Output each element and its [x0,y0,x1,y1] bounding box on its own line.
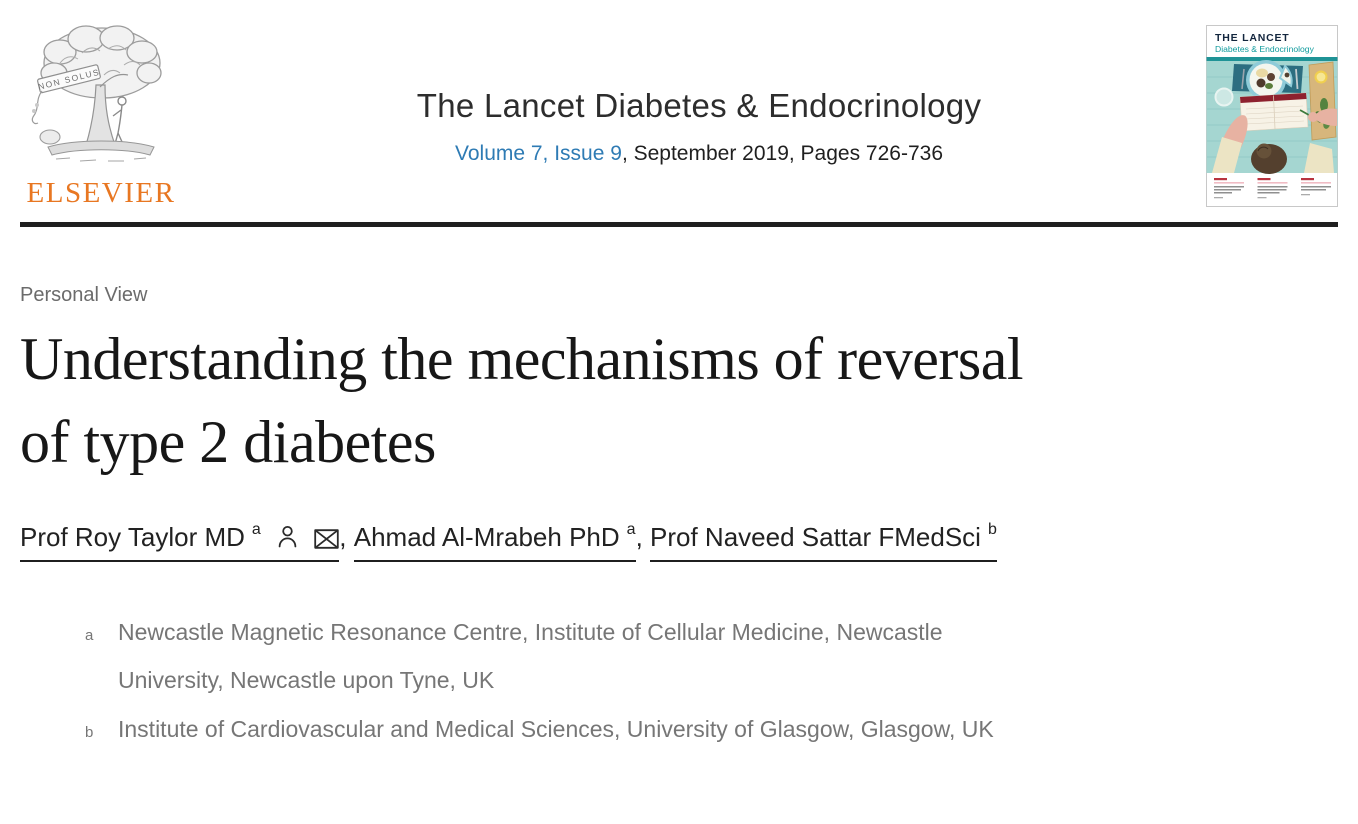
affiliation-sup: a [85,627,94,644]
author-list: Prof Roy Taylor MD a , Ahmad Al-Mrabeh Ph… [20,522,1338,562]
header-divider [20,222,1338,227]
author-affiliation-sup: a [626,521,636,539]
person-icon[interactable] [277,522,298,553]
article-header-page: NON SOLUS ELSEVIER The Lancet Diabetes &… [20,0,1338,753]
journal-issue-line: Volume 7, Issue 9, September 2019, Pages… [192,142,1206,166]
elsevier-logo: NON SOLUS ELSEVIER [20,15,192,216]
cover-masthead: THE LANCET [1215,32,1290,44]
affiliation-a: a Newcastle Magnetic Resonance Centre, I… [85,608,1338,704]
affiliation-text: Newcastle Magnetic Resonance Centre, Ins… [118,619,943,645]
author-ahmad-al-mrabeh[interactable]: Ahmad Al-Mrabeh PhD a [353,521,636,562]
journal-banner: NON SOLUS ELSEVIER The Lancet Diabetes &… [20,0,1338,212]
affiliation-sup: b [85,724,94,741]
author-roy-taylor[interactable]: Prof Roy Taylor MD a [20,521,340,562]
author-separator: , [635,522,651,552]
envelope-icon[interactable] [314,522,339,553]
affiliation-text: Institute of Cardiovascular and Medical … [118,716,994,742]
journal-cover-thumbnail[interactable]: THE LANCET Diabetes & Endocrinology [1206,25,1338,207]
author-affiliation-sup: b [987,521,997,539]
article-title-line2: of type 2 diabetes [20,409,436,475]
author-name: Prof Naveed Sattar FMedSci [650,522,981,552]
cover-teaser-columns [1214,178,1331,199]
affiliation-text: University, Newcastle upon Tyne, UK [118,667,495,693]
cover-subtitle: Diabetes & Endocrinology [1215,44,1315,54]
author-name: Ahmad Al-Mrabeh PhD [353,522,620,552]
article-title: Understanding the mechanisms of reversal… [20,318,1338,484]
cover-illustration [1206,60,1338,174]
author-separator: , [339,522,354,552]
journal-title: The Lancet Diabetes & Endocrinology [416,87,982,124]
volume-issue-link[interactable]: Volume 7, Issue 9 [455,142,622,165]
article-type-label: Personal View [20,284,148,306]
elsevier-tree-icon: NON SOLUS ELSEVIER [27,25,176,209]
elsevier-wordmark: ELSEVIER [27,177,176,209]
issue-date-pages: , September 2019, Pages 726-736 [621,142,943,165]
author-naveed-sattar[interactable]: Prof Naveed Sattar FMedSci b [650,522,997,562]
author-name: Prof Roy Taylor MD [20,522,245,552]
author-affiliation-sup: a [251,521,261,539]
article-head: Personal View Understanding the mechanis… [20,283,1338,753]
article-title-line1: Understanding the mechanisms of reversal [20,326,1024,392]
journal-meta: The Lancet Diabetes & Endocrinology Volu… [192,15,1206,166]
affiliation-b: b Institute of Cardiovascular and Medica… [85,705,1338,753]
affiliation-list: a Newcastle Magnetic Resonance Centre, I… [20,608,1338,753]
